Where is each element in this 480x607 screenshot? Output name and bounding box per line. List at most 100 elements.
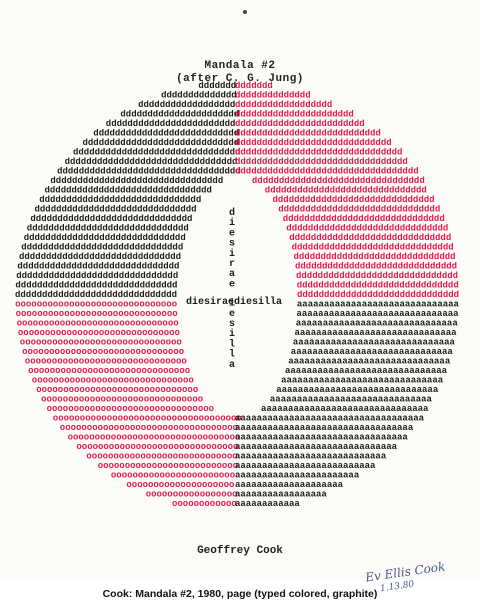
typed-row-left: oooooooooooooooooooooooooooooo (28, 366, 190, 376)
typed-row-left: dddddddddddddddddddddddddddddd (27, 224, 189, 234)
typed-row-right: dddddddddddddddddddddddddddddd (295, 262, 457, 272)
typed-row-right: dddddddddddddddddddddddddddddd (286, 224, 448, 234)
typed-row-left: dddddddddddddddddddddddddddddd (39, 195, 201, 205)
typed-row-right: aaaaaaaaaaaaaaaaaaaaaaaaaaaaaaaa (235, 433, 408, 443)
typed-row-left: oooooooooooooooooooooooooooooo (41, 395, 203, 405)
typed-row-right: aaaaaaaaaaaaaaaaaaaaaaaaaaaaaa (288, 357, 451, 367)
typed-row-left: ooooooooooooooooooooooo (111, 471, 235, 481)
typed-row-left: oooooooooooo (172, 499, 237, 509)
typed-row-right: dddddddddddddddddddddddddddddd (294, 252, 456, 262)
typed-row-left: oooooooooooooooooooooooooo (98, 461, 238, 471)
typed-row-right: aaaaaaaaaaaaaaaaaaaaaaaaaaaaaa (281, 376, 444, 386)
image-caption: Cook: Mandala #2, 1980, page (typed colo… (102, 588, 378, 600)
typed-row-right: dddddddddddddddddddddddddddddd (292, 243, 454, 253)
typed-row-right: dddddddddddddddddddddddddddddd (273, 195, 435, 205)
artwork-subtitle: (after C. G. Jung) (176, 73, 304, 85)
center-vertical-letter: s (229, 239, 235, 250)
typed-row-left: dddddddddddddddddddddddddddddddd (65, 157, 238, 167)
typed-row-right: ddddddddddddddddddddddddddd (235, 129, 381, 139)
typed-row-right: aaaaaaaaaaaa (235, 499, 300, 509)
typed-row-left: oooooooooooooooooooooooooooooo (16, 309, 178, 319)
typed-row-right: aaaaaaaaaaaaaaaaaaaaaaaaaaaaaa (297, 309, 460, 319)
typed-row-left: oooooooooooooooooooooooooooooo (18, 328, 180, 338)
center-vertical-letter: l (229, 338, 235, 350)
typed-row-right: dddddddddddddddddddddddddddddddd (252, 176, 425, 186)
artwork-title: Mandala #2 (204, 60, 276, 72)
typed-row-left: oooooooooooooooooooooooooooooo (32, 376, 194, 386)
typed-row-right: dddddddddddddddddd (235, 100, 332, 110)
typed-row-left: dddddddddddddddddddddddddddddddd (50, 176, 223, 186)
typed-row-left: dddddddddddddddddddddddddddddd (30, 214, 192, 224)
typed-row-right: aaaaaaaaaaaaaaaaaaaaaaa (235, 471, 360, 481)
center-vertical-letter: d (229, 207, 235, 219)
typed-row-left: dddddddddddddddddddddddd (106, 119, 236, 129)
pinhole (243, 10, 247, 14)
typed-row-right: ddddddddddddddddddddddddddddd (235, 138, 392, 148)
typed-row-left: oooooooooooooooooooo (126, 480, 234, 490)
center-vertical-letter: i (229, 298, 235, 310)
typed-row-right: aaaaaaaaaaaaaaaaaaaaaaaaaaaa (235, 452, 387, 462)
typed-row-right: dddddddddddddddddddddddddddddd (283, 214, 445, 224)
typed-row-left: dddddddddddddddddddddddddddddd (24, 233, 186, 243)
typed-row-left: dddddddddddddddddddddddddddddd (19, 252, 181, 262)
typed-row-right: aaaaaaaaaaaaaaaaaaaaaaaaaa (235, 461, 376, 471)
typed-row-right: aaaaaaaaaaaaaaaaaaaaaaaaaaaaaa (293, 338, 456, 348)
typed-row-left: dddddddddddddddddd (138, 100, 235, 110)
typed-row-left: ddddddddddddddddddddddddddddd (83, 138, 240, 148)
center-vertical-letter: e (229, 309, 235, 320)
typed-row-left: oooooooooooooooooooooooooooooo (20, 338, 182, 348)
typed-row-right: dddddddddddddddddddddddddddddd (289, 233, 451, 243)
center-vertical-letter: i (229, 328, 235, 340)
typed-row-right: dddddddddddddddddddddd (235, 110, 354, 120)
typed-row-left: oooooooooooooooooooooooooooooo (76, 442, 238, 452)
typed-row-left: oooooooooooooooooooooooooooooo (17, 319, 179, 329)
typed-row-right: dddddddddddddddddddddddddddddd (278, 205, 440, 215)
typed-row-right: dddddddddddddddddddddddddddddd (297, 281, 459, 291)
typed-row-right: dddddddddddddd (235, 91, 311, 101)
center-vertical-letter: a (229, 269, 235, 280)
typed-row-right: aaaaaaaaaaaaaaaaaaaaaaaaaaaaaa (297, 300, 460, 310)
typed-row-left: ddddddd (198, 81, 236, 91)
typed-row-left: oooooooooooooooooooooooooooooo (15, 300, 177, 310)
typed-row-left: dddddddddddddddddddddd (120, 110, 239, 120)
typed-row-right: aaaaaaaaaaaaaaaaaaaaaaaaaaaaaa (235, 442, 398, 452)
mandala-drawing: dddddddddddddddddddddddddddddddddddddddd… (15, 81, 460, 509)
typed-row-left: dddddddddddddddddddddddddddddd (15, 281, 177, 291)
typed-row-right: aaaaaaaaaaaaaaaaaaaaaaaaaaaaaaaaaaa (235, 414, 425, 424)
author-name: Geoffrey Cook (197, 545, 283, 557)
typed-row-left: oooooooooooooooooooooooooooo (86, 452, 237, 462)
center-horizontal-text: diesiraediesilla (186, 296, 282, 308)
typed-row-left: oooooooooooooooooooooooooooooo (36, 385, 198, 395)
typed-row-right: aaaaaaaaaaaaaaaaaaaaaaaaaaaaaa (285, 366, 448, 376)
typed-row-left: oooooooooooooooooooooooooooooo (22, 347, 184, 357)
typed-row-left: dddddddddddddd (161, 91, 237, 101)
typed-row-left: dddddddddddddddddddddddddddddd (21, 243, 183, 253)
typed-row-right: aaaaaaaaaaaaaaaaaaaaaaaaaaaaaaa (261, 404, 429, 414)
typed-row-left: dddddddddddddddddddddddddddddd (15, 290, 177, 300)
center-vertical-letter: l (229, 349, 235, 361)
typed-row-left: dddddddddddddddddddddddddddddd (35, 205, 197, 215)
typed-row-right: aaaaaaaaaaaaaaaaaaaaaaaaaaaaaa (291, 347, 454, 357)
typed-row-left: dddddddddddddddddddddddddddddd (16, 271, 178, 281)
typed-row-left: ooooooooooooooooooooooooooooooo (47, 404, 214, 414)
typed-row-right: aaaaaaaaaaaaaaaaaaaaaaaaaaaaaa (276, 385, 439, 395)
typed-row-right: aaaaaaaaaaaaaaaaa (235, 490, 327, 500)
typed-row-left: ddddddddddddddddddddddddddd (93, 129, 239, 139)
artwork-page: Mandala #2 (after C. G. Jung) ddddddd ddd… (15, 10, 460, 595)
typed-row-left: ddddddddddddddddddddddddddddddd (45, 186, 212, 196)
typed-row-left: ooooooooooooooooo (146, 490, 238, 500)
typed-row-right: dddddddddddddddddddddddddddddddd (235, 157, 408, 167)
typed-row-right: dddddddddddddddddddddddddddddd (296, 271, 458, 281)
typed-row-right: ddddddddddddddddddddddddddddddd (235, 148, 402, 158)
typed-row-left: ddddddddddddddddddddddddddddddd (73, 148, 240, 158)
typed-row-left: ooooooooooooooooooooooooooooooooo (60, 423, 238, 433)
center-vertical-letter: i (229, 217, 235, 229)
typed-row-right: aaaaaaaaaaaaaaaaaaaa (235, 480, 344, 490)
typed-row-right: dddddddddddddddddddddddddddddd (265, 186, 427, 196)
typed-row-right: ddddddd (235, 81, 273, 91)
center-vertical-letter: e (229, 279, 235, 290)
typed-row-right: dddddddddddddddddddddddd (235, 119, 365, 129)
center-vertical-letter: i (229, 248, 235, 260)
typed-row-left: dddddddddddddddddddddddddddddddddd (57, 167, 241, 177)
typed-row-left: dddddddddddddddddddddddddddddd (17, 262, 179, 272)
